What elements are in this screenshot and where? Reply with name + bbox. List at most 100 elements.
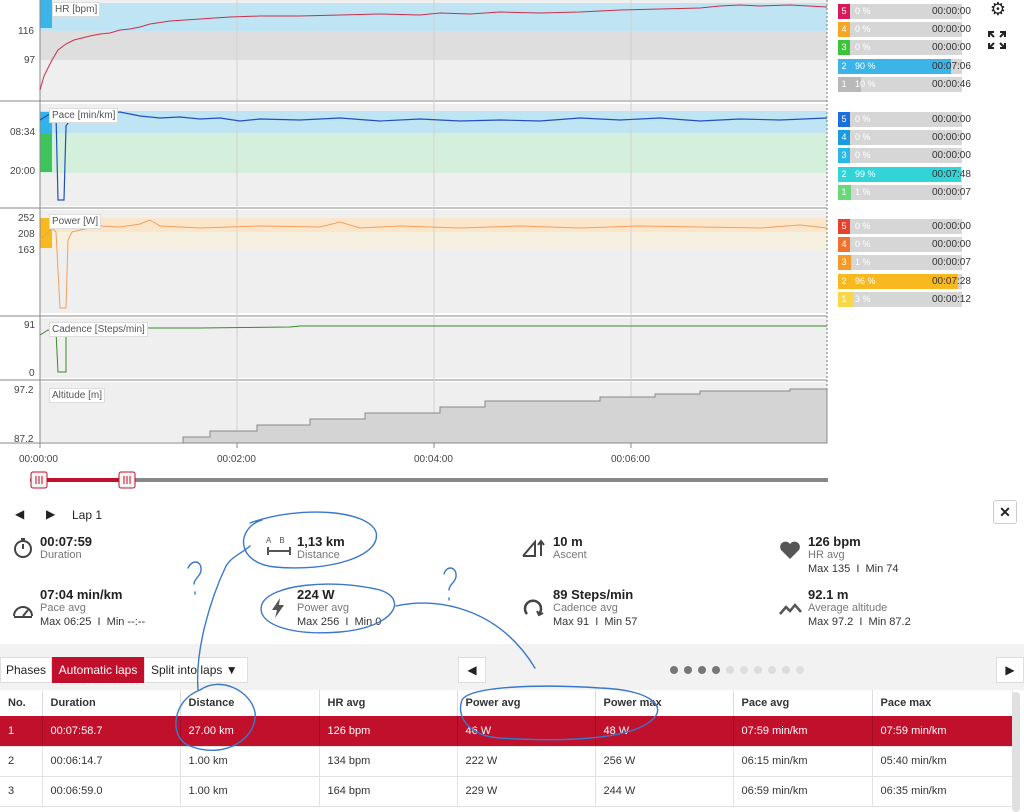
charts-svg (0, 0, 828, 489)
table-row[interactable]: 3 00:06:59.0 1.00 km 164 bpm 229 W 244 W 06:59… (0, 776, 1013, 807)
zone-percent: 90 % (855, 60, 876, 71)
zone-number: 2 (838, 58, 850, 74)
stat-ascent: 10 m Ascent (553, 534, 587, 561)
stat-distance: 1,13 km Distance (297, 534, 345, 561)
zone-bar-fill (850, 58, 951, 74)
zone-time: 00:00:46 (932, 78, 971, 90)
pace-zone-row: 4 0 % (838, 130, 974, 146)
stat-hr: 126 bpm HR avg Max 135 I Min 74 (808, 534, 899, 575)
time-axis-label: 00:02:00 (217, 454, 256, 465)
zone-bar-bg (850, 237, 962, 253)
zone-bar-fill (850, 273, 958, 289)
table-scroll-right-button[interactable]: ▶ (996, 657, 1024, 683)
power-tick: 252 (18, 213, 35, 224)
zone-bar-fill (850, 255, 852, 271)
close-icon[interactable]: ✕ (993, 500, 1017, 524)
zone-time: 00:00:00 (932, 24, 971, 36)
zone-bar-bg (850, 22, 962, 38)
column-header[interactable]: No. (0, 690, 43, 716)
range-slider-handle-start[interactable] (30, 471, 48, 489)
hr-zone-row: 1 10 % (838, 76, 974, 92)
expand-icon[interactable] (988, 31, 1006, 49)
zone-time: 00:00:00 (932, 6, 971, 17)
hr-left-zone-bar (40, 0, 52, 28)
zone-number: 1 (838, 184, 850, 200)
table-cell: 00:06:14.7 (42, 746, 181, 777)
table-cell: 48 W (595, 716, 734, 747)
hr-chart-label: HR [bpm] (52, 2, 101, 17)
zone-percent: 10 % (855, 78, 876, 89)
table-cell: 229 W (457, 776, 596, 807)
power-tick: 163 (18, 245, 35, 256)
pace-zone-row: 3 0 % (838, 148, 974, 164)
table-cell: 07:59 min/km (733, 716, 873, 747)
power-line (39, 219, 828, 309)
pace-chart-label: Pace [min/km] (49, 108, 119, 123)
pace-tick: 08:34 (10, 127, 36, 138)
table-cell: 134 bpm (319, 746, 458, 777)
tab-split-into-laps[interactable]: Split into laps ▼ (144, 657, 248, 683)
pace-line (39, 111, 828, 201)
table-cell: 00:06:59.0 (42, 776, 181, 807)
zone-percent: 0 % (855, 150, 871, 161)
table-cell: 164 bpm (319, 776, 458, 807)
tab-phases[interactable]: Phases (0, 657, 52, 683)
gear-icon[interactable]: ⚙ (989, 0, 1007, 19)
column-header[interactable]: Distance (180, 690, 320, 716)
zone-bar-fill (850, 166, 961, 182)
next-lap-button[interactable]: ▶ (46, 507, 56, 521)
column-header[interactable]: Duration (42, 690, 181, 716)
power-zone-row: 4 0 % (838, 237, 974, 253)
power-zone-row: 1 3 % (838, 291, 974, 307)
power-zone-row: 2 96 % (838, 273, 974, 289)
cadence-icon (523, 599, 544, 617)
table-cell: 00:07:58.7 (42, 716, 181, 747)
chevron-down-icon: ▼ (225, 663, 238, 677)
lightning-icon (272, 598, 284, 618)
prev-lap-button[interactable]: ◀ (15, 507, 25, 521)
column-header[interactable]: Pace avg (733, 690, 873, 716)
zone-bar-bg (850, 112, 962, 127)
table-cell: 27.00 km (180, 716, 320, 747)
zone-bar-bg (850, 148, 962, 164)
pace-left-zone1-bar (40, 134, 52, 172)
lap-summary-panel (0, 493, 1024, 643)
stat-power: 224 W Power avg Max 256 I Min 0 (297, 587, 382, 628)
pagination-dots[interactable] (668, 664, 804, 676)
range-slider-track[interactable] (30, 478, 828, 482)
table-row[interactable]: 2 00:06:14.7 1.00 km 134 bpm 222 W 256 W 06:15… (0, 746, 1013, 777)
lap-title: Lap 1 (72, 508, 103, 522)
zone-bar-bg (850, 219, 962, 234)
heart-icon (780, 541, 800, 559)
zone-time: 00:00:00 (932, 114, 971, 125)
altitude-tick: 97.2 (14, 385, 34, 396)
table-cell: 2 (0, 746, 43, 777)
column-header[interactable]: Pace max (872, 690, 1013, 716)
table-scrollbar[interactable] (1012, 692, 1020, 812)
table-cell: 06:59 min/km (733, 776, 873, 807)
zone-number: 3 (838, 40, 850, 56)
column-header[interactable]: Power max (595, 690, 734, 716)
time-axis-label: 00:06:00 (611, 454, 650, 465)
table-scroll-left-button[interactable]: ◀ (458, 657, 486, 683)
zone-percent: 3 % (855, 293, 871, 304)
table-cell: 126 bpm (319, 716, 458, 747)
zone-number: 4 (838, 237, 850, 253)
tab-automatic-laps[interactable]: Automatic laps (52, 657, 144, 683)
cadence-chart-label: Cadence [Steps/min] (49, 322, 148, 337)
range-slider-handle-end[interactable] (118, 471, 136, 489)
column-header[interactable]: Power avg (457, 690, 596, 716)
table-row[interactable]: 1 00:07:58.7 27.00 km 126 bpm 46 W 48 W 07:59 … (0, 716, 1013, 747)
zone-percent: 99 % (855, 168, 876, 179)
zone-time: 00:00:07 (932, 186, 971, 198)
column-header[interactable]: HR avg (319, 690, 458, 716)
hr-zone-row: 5 0 % (838, 4, 974, 19)
pace-zone-row: 2 99 % (838, 166, 974, 182)
zone-percent: 1 % (855, 186, 871, 197)
table-cell: 46 W (457, 716, 596, 747)
laps-table-container: No. Duration Distance HR avg Power avg Power … (0, 690, 1024, 812)
stat-duration: 00:07:59 Duration (40, 534, 93, 561)
hr-zone-row: 2 90 % (838, 58, 974, 74)
time-axis-label: 00:00:00 (19, 454, 58, 465)
